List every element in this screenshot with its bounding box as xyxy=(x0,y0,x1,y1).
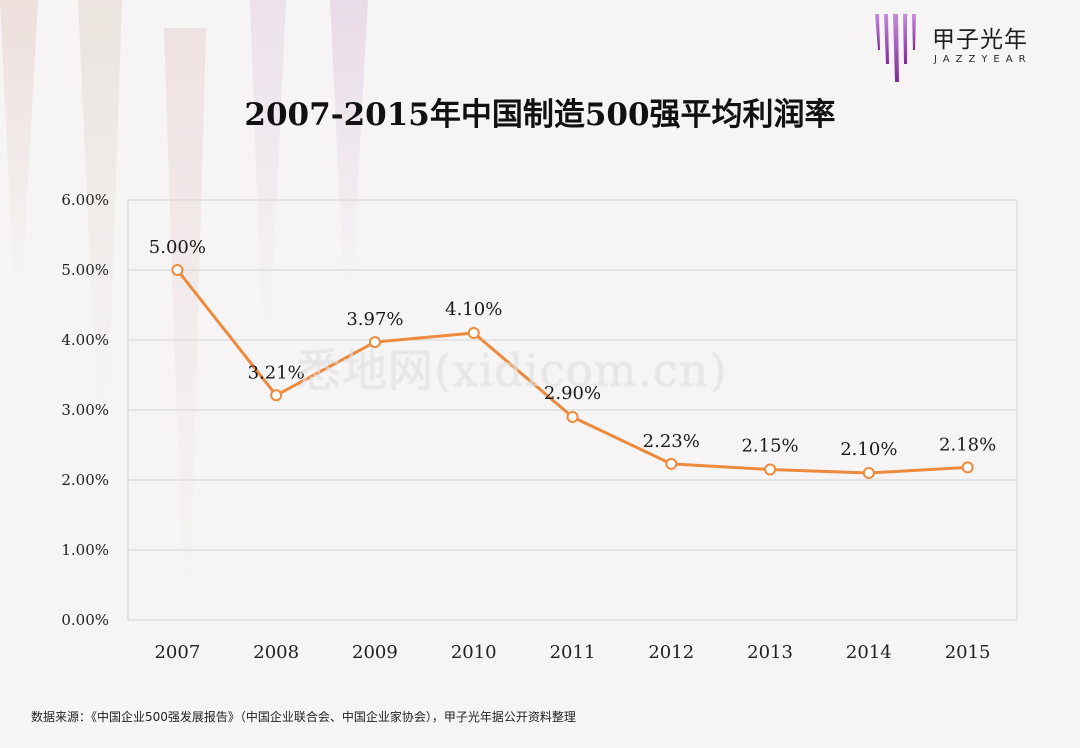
data-point xyxy=(171,264,184,276)
source-note: 数据来源：《中国企业500强发展报告》（中国企业联合会、中国企业家协会），甲子光… xyxy=(31,710,576,724)
x-tick-label: 2009 xyxy=(352,642,398,663)
watermark: 悉地网(xidicom.cn) xyxy=(296,344,728,397)
data-label: 2.10% xyxy=(840,439,897,460)
x-tick-label: 2013 xyxy=(747,642,793,663)
x-axis-tick-labels: 2007 2008 2009 2010 2011 2012 2013 2014 2015 xyxy=(154,642,990,663)
logo-english-name: JAZZYEAR xyxy=(934,54,1032,65)
x-tick-label: 2011 xyxy=(550,642,596,663)
data-point xyxy=(764,463,777,476)
x-tick-label: 2010 xyxy=(451,642,497,663)
data-point xyxy=(862,467,875,479)
data-label: 2.23% xyxy=(643,431,700,452)
data-point xyxy=(961,461,974,474)
jazzyear-logo: 甲子光年 JAZZYEAR xyxy=(872,12,1062,86)
data-point xyxy=(665,457,678,470)
x-tick-label: 2012 xyxy=(648,642,694,663)
y-tick-label: 1.00% xyxy=(61,541,109,559)
x-tick-label: 2015 xyxy=(945,642,991,663)
y-tick-label: 0.00% xyxy=(61,611,109,629)
data-label: 2.90% xyxy=(544,383,601,404)
x-tick-label: 2007 xyxy=(154,642,200,663)
data-label: 2.18% xyxy=(939,434,996,455)
logo-chinese-name: 甲子光年 xyxy=(932,27,1028,53)
data-labels: 5.00% 3.21% 3.97% 4.10% 2.90% 2.23% 2.15% 2.10%… xyxy=(149,237,996,460)
grid-lines xyxy=(127,199,1018,621)
y-tick-label: 2.00% xyxy=(61,471,109,489)
y-tick-label: 6.00% xyxy=(61,191,109,209)
data-point-markers xyxy=(171,264,974,479)
data-point xyxy=(270,389,283,402)
x-tick-label: 2014 xyxy=(846,642,892,663)
x-tick-label: 2008 xyxy=(253,642,299,663)
y-axis-tick-labels: 0.00% 1.00% 2.00% 3.00% 4.00% 5.00% 6.00% xyxy=(61,191,109,629)
data-point xyxy=(566,411,579,423)
y-tick-label: 5.00% xyxy=(61,261,109,279)
data-label: 2.15% xyxy=(741,436,798,457)
y-tick-label: 3.00% xyxy=(61,401,109,419)
y-tick-label: 4.00% xyxy=(61,331,109,349)
jazzyear-logo-icon xyxy=(875,14,916,82)
data-label: 4.10% xyxy=(445,299,502,320)
data-label: 3.97% xyxy=(346,309,403,330)
data-point xyxy=(368,336,381,349)
chart-title: 2007-2015年中国制造500强平均利润率 xyxy=(244,97,836,133)
data-label: 3.21% xyxy=(248,362,305,383)
data-point xyxy=(467,327,480,339)
data-label: 5.00% xyxy=(149,237,206,258)
